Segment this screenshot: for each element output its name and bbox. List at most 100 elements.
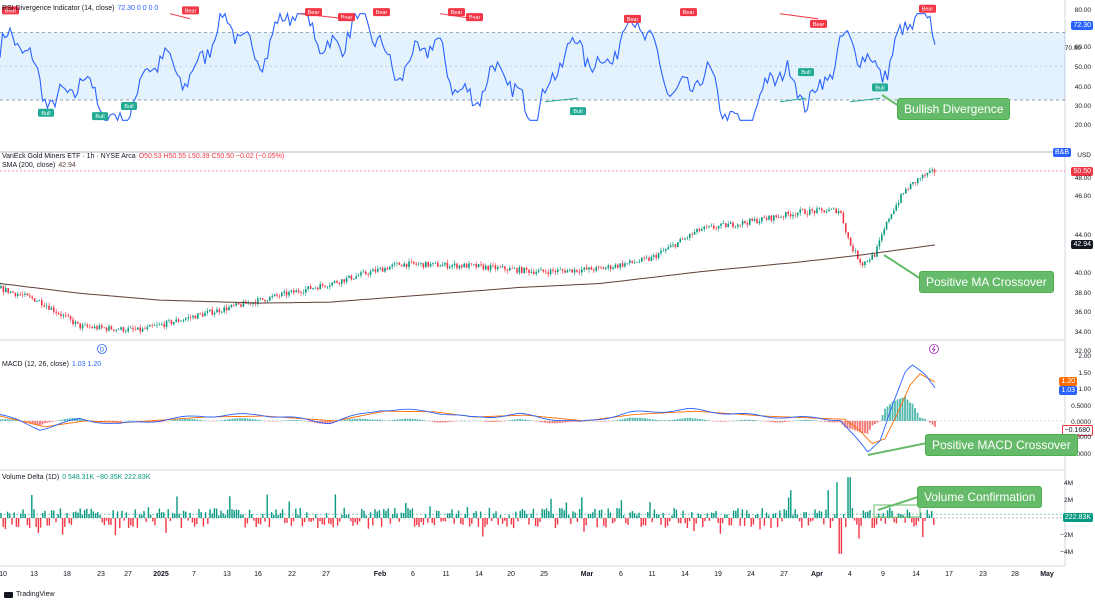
volume-delta-bar <box>607 508 609 518</box>
candle-body <box>701 229 703 231</box>
candle-body <box>48 305 50 310</box>
volume-delta-bar <box>466 506 469 518</box>
candle-body <box>408 261 410 268</box>
macd-hist-bar <box>241 418 244 421</box>
candle <box>845 223 847 235</box>
volume-delta-bar <box>86 508 88 518</box>
macd-pane[interactable] <box>0 364 1065 453</box>
macd-hist-bar <box>644 418 646 421</box>
volume-delta-bar <box>578 508 581 518</box>
price-legend[interactable]: VanEck Gold Miners ETF · 1h · NYSE Arca O… <box>2 152 284 161</box>
macd-hist-bar <box>539 420 541 422</box>
candle <box>629 259 631 266</box>
macd-hist-bar <box>309 420 311 422</box>
price-pane[interactable]: D <box>0 167 1065 354</box>
candle-body <box>458 265 461 269</box>
volume-delta-bar <box>213 508 216 518</box>
macd-hist-bar <box>451 420 454 422</box>
rsi-legend[interactable]: RSI Divergence Indicator (14, close) 72.3… <box>2 4 158 13</box>
volume-delta-bar <box>281 509 284 518</box>
candle <box>218 307 221 315</box>
volume-delta-bar <box>770 518 772 529</box>
candle-body <box>734 226 737 228</box>
candle <box>101 323 103 330</box>
macd-hist-bar <box>766 420 769 422</box>
volume-delta-bar <box>391 514 394 518</box>
macd-hist-bar <box>846 420 849 429</box>
volume-delta-bar <box>396 513 398 518</box>
volume-delta-pane[interactable] <box>0 477 1065 554</box>
candle <box>475 261 477 270</box>
volume-delta-bar <box>754 515 757 518</box>
volume-delta-bar <box>552 514 554 518</box>
volume-delta-bar <box>688 518 691 522</box>
candle-body <box>439 266 441 267</box>
macd-hist-bar <box>399 419 401 421</box>
macd-hist-bar <box>414 418 416 421</box>
volume-delta-bar <box>66 513 68 518</box>
macd-hist-bar <box>806 419 809 421</box>
volume-legend[interactable]: Volume Delta (1D) 0 548.31K −80.35K 222.8… <box>2 473 150 482</box>
candle <box>890 213 893 220</box>
candle <box>549 267 552 277</box>
candle-body <box>909 184 912 190</box>
x-axis-label: Apr <box>810 571 824 578</box>
candle-body <box>228 307 230 311</box>
volume-delta-bar <box>160 512 163 518</box>
volume-delta-bar <box>22 509 24 518</box>
candle <box>79 323 81 331</box>
candle <box>528 269 530 276</box>
volume-delta-bar <box>622 515 625 518</box>
candle <box>465 262 468 268</box>
volume-delta-bar <box>930 511 933 518</box>
candle <box>374 266 377 275</box>
macd-hist-bar <box>676 419 679 421</box>
volume-delta-bar <box>548 511 550 518</box>
candle <box>542 269 545 274</box>
footer-brand[interactable]: TradingView <box>4 591 55 598</box>
macd-hist-bar <box>376 419 379 421</box>
volume-delta-bar <box>394 508 396 518</box>
candle <box>441 261 444 267</box>
candle <box>429 261 432 268</box>
macd-hist-bar <box>379 419 381 421</box>
candle <box>761 217 763 225</box>
x-axis-label: 23 <box>97 571 105 578</box>
volume-delta-bar <box>504 518 506 521</box>
macd-hist-bar <box>236 418 239 421</box>
candle-body <box>609 265 612 269</box>
candle <box>506 268 509 274</box>
volume-delta-bar <box>768 515 770 518</box>
macd-hist-bar <box>146 420 149 423</box>
candle-body <box>468 263 470 268</box>
candle-body <box>398 262 401 265</box>
macd-hist-bar <box>571 420 574 422</box>
macd-hist-bar <box>799 420 801 421</box>
macd-legend[interactable]: MACD (12, 26, close) 1.03 1.20 <box>2 360 101 369</box>
volume-delta-bar <box>488 507 491 518</box>
candle <box>835 207 837 214</box>
candle-body <box>45 305 48 307</box>
volume-delta-bar <box>477 518 480 527</box>
candle <box>684 237 686 241</box>
candle-body <box>230 304 233 308</box>
volume-delta-bar <box>248 509 251 518</box>
candle-body <box>849 237 852 246</box>
macd-hist-bar <box>231 418 234 421</box>
candle-body <box>655 255 657 258</box>
currency-badge[interactable]: B&B <box>1052 148 1071 157</box>
candle-body <box>281 292 283 297</box>
candle-body <box>261 298 264 300</box>
ma-legend[interactable]: SMA (200, close) 42.94 <box>2 161 76 170</box>
candle-body <box>540 269 542 271</box>
candle <box>410 258 413 264</box>
macd-hist-bar <box>66 418 69 421</box>
macd-hist-bar <box>704 419 706 421</box>
candle <box>446 259 449 271</box>
candle-body <box>96 326 98 330</box>
volume-delta-bar <box>191 518 194 523</box>
candle <box>197 313 199 320</box>
candle-body <box>756 219 758 224</box>
